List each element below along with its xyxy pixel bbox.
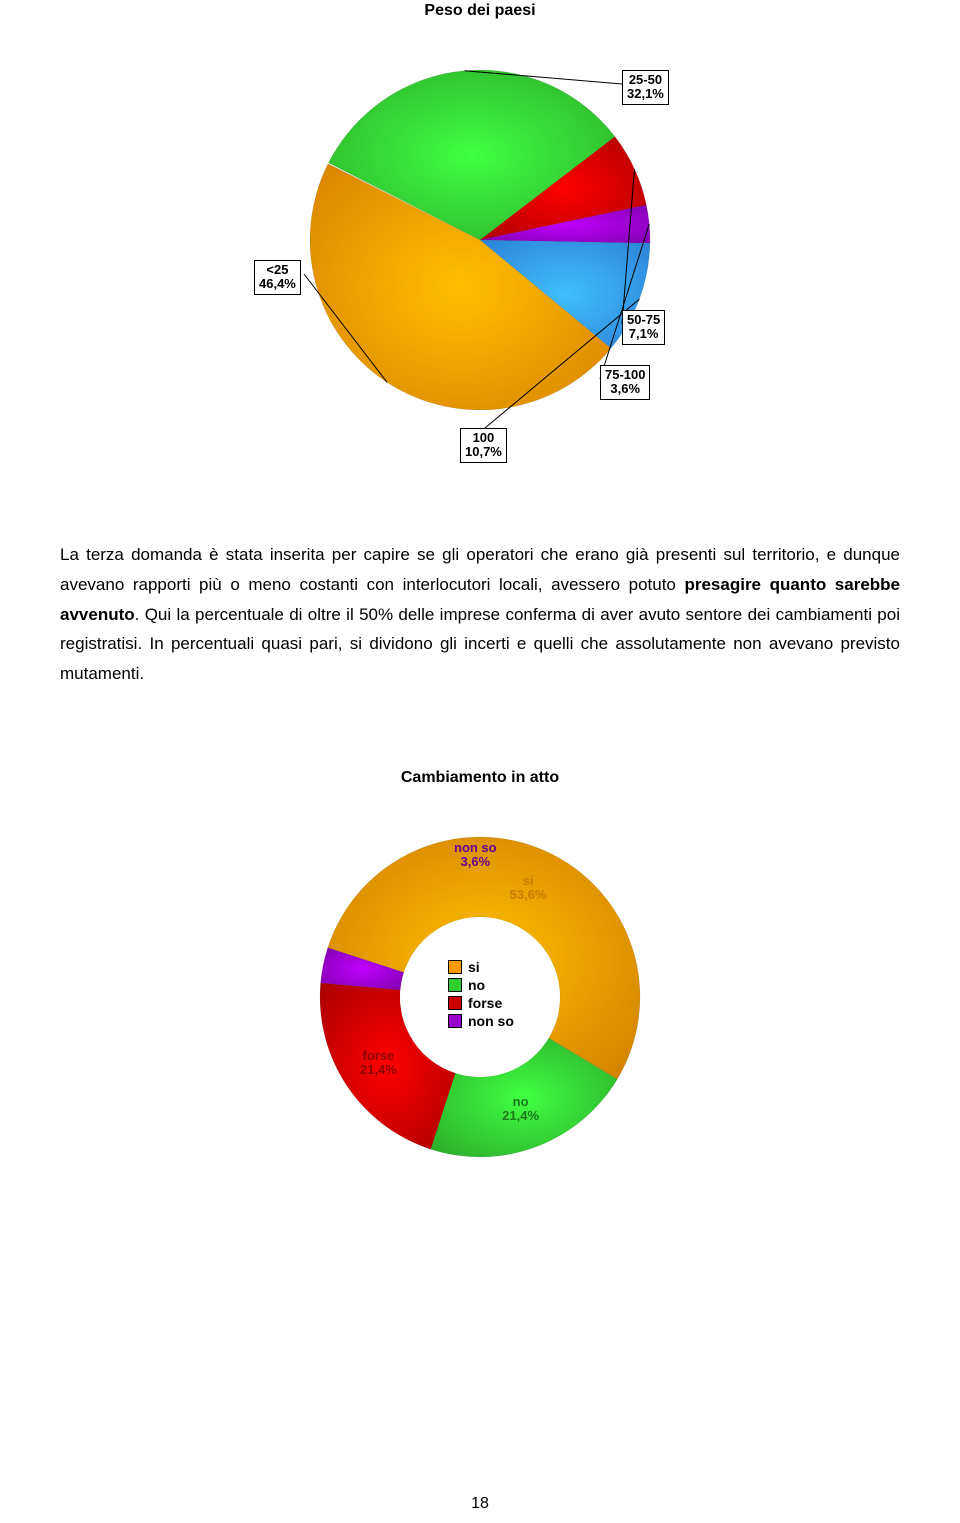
chart1-callout: <2546,4% bbox=[254, 260, 301, 295]
page-number: 18 bbox=[0, 1495, 960, 1513]
pie-chart-svg bbox=[200, 30, 760, 470]
legend-label: no bbox=[468, 977, 485, 993]
legend-swatch bbox=[448, 1014, 462, 1028]
legend-item: non so bbox=[448, 1013, 514, 1029]
chart1-callout: 25-5032,1% bbox=[622, 70, 669, 105]
p1c: . Qui la percentuale di oltre il 50% del… bbox=[60, 605, 900, 684]
legend-label: si bbox=[468, 959, 480, 975]
legend-item: no bbox=[448, 977, 514, 993]
chart2-legend: si no forse non so bbox=[448, 957, 514, 1031]
legend-label: forse bbox=[468, 995, 502, 1011]
legend-swatch bbox=[448, 978, 462, 992]
legend-item: forse bbox=[448, 995, 514, 1011]
chart1-callout: 75-1003,6% bbox=[600, 365, 650, 400]
chart1-title: Peso dei paesi bbox=[0, 2, 960, 20]
legend-swatch bbox=[448, 960, 462, 974]
chart1: 25-5032,1% 50-757,1% 75-1003,6% 10010,7% <25… bbox=[200, 30, 760, 470]
legend-swatch bbox=[448, 996, 462, 1010]
chart2-title: Cambiamento in atto bbox=[0, 769, 960, 787]
chart1-callout: 10010,7% bbox=[460, 428, 507, 463]
legend-item: si bbox=[448, 959, 514, 975]
body-paragraph: La terza domanda è stata inserita per ca… bbox=[0, 540, 960, 689]
legend-label: non so bbox=[468, 1013, 514, 1029]
chart1-callout: 50-757,1% bbox=[622, 310, 665, 345]
chart2: sinoforsenon so non so3,6%si53,6%no21,4%… bbox=[270, 797, 690, 1197]
